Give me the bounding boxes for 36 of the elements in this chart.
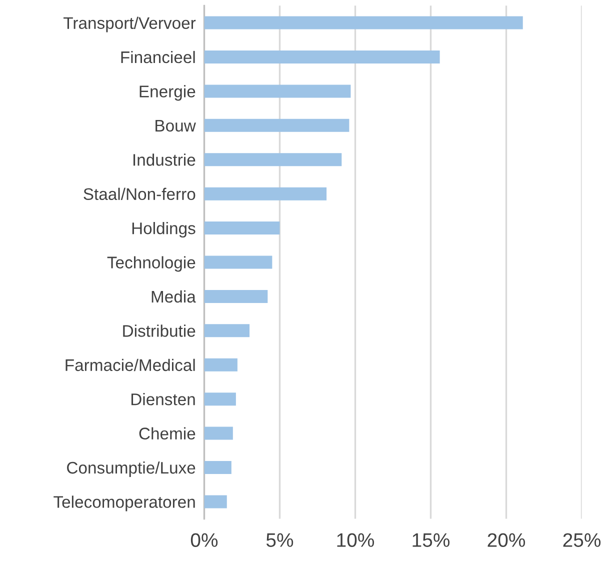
y-tick-label: Distributie	[123, 324, 196, 337]
x-tick-label: 20%	[488, 533, 526, 547]
x-tick-label: 10%	[337, 533, 374, 547]
bar	[204, 426, 233, 440]
x-tick-label: 25%	[563, 533, 601, 547]
bar	[204, 84, 351, 98]
y-tick-label: Industrie	[134, 154, 196, 166]
y-tick-label: Holdings	[132, 222, 196, 238]
bar	[204, 118, 350, 132]
y-tick-label: Financieel	[121, 50, 195, 64]
bar	[204, 187, 327, 200]
x-tick-label: 0%	[190, 533, 218, 547]
bar	[204, 358, 238, 372]
y-tick-label: Consumptie/Luxe	[67, 461, 196, 477]
y-tick-label: Diensten	[131, 393, 195, 406]
y-tick-label: Transport/Vervoer	[64, 16, 196, 32]
y-tick-label: Bouw	[156, 120, 196, 132]
bar	[204, 256, 272, 269]
bar	[204, 16, 523, 30]
bar	[204, 50, 440, 64]
bar	[204, 324, 250, 338]
y-tick-label: Technologie	[107, 256, 196, 272]
bar	[204, 392, 236, 406]
bar	[204, 290, 268, 303]
bar	[204, 222, 280, 235]
bar	[204, 460, 232, 474]
y-tick-label: Chemie	[139, 427, 196, 440]
y-tick-label: Media	[152, 290, 196, 303]
y-tick-label: Energie	[140, 85, 196, 101]
x-tick-label: 5%	[266, 533, 294, 547]
x-tick-label: 15%	[412, 533, 450, 547]
y-tick-label: Staal/Non-ferro	[84, 188, 196, 200]
y-tick-label: Farmacie/Medical	[66, 358, 195, 372]
bar	[204, 495, 227, 508]
y-tick-label: Telecomoperatoren	[54, 496, 195, 512]
bar	[204, 153, 342, 166]
